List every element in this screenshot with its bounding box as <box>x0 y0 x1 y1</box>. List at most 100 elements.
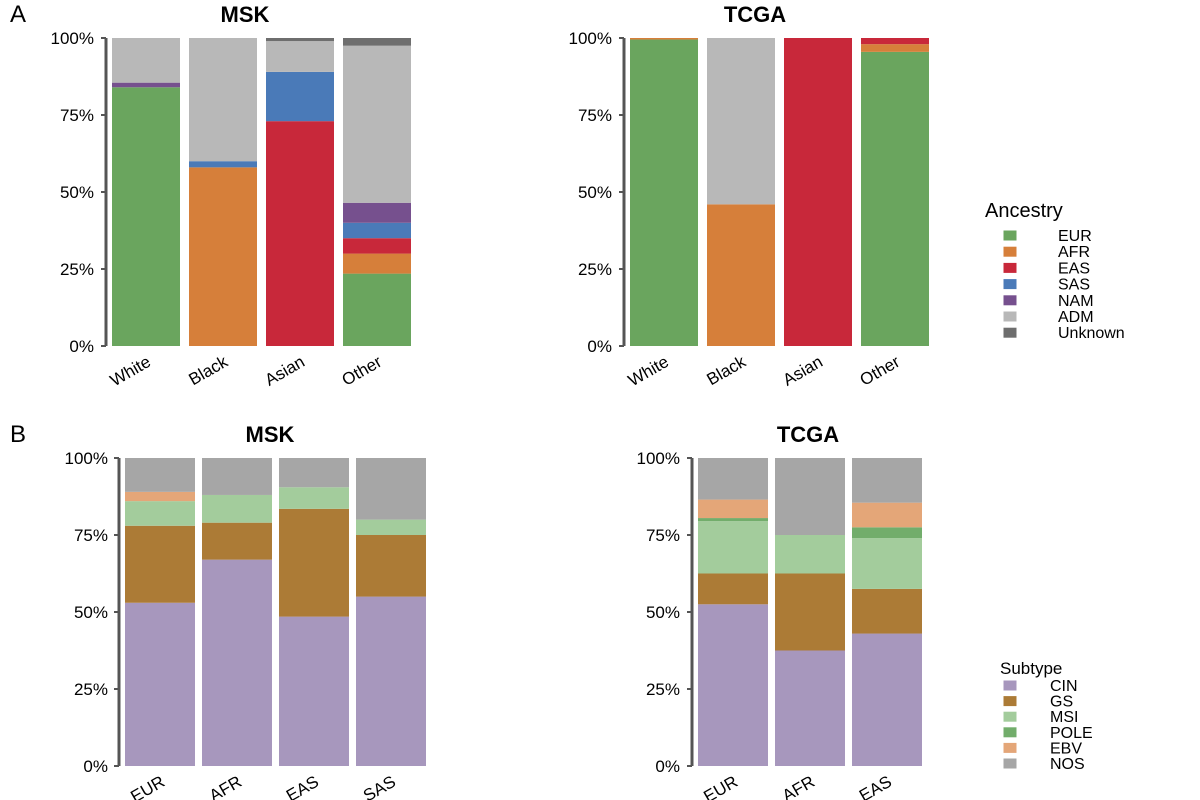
x-tick-label: Other <box>339 352 386 390</box>
y-tick-label: 75% <box>578 106 612 125</box>
y-tick-label: 75% <box>74 526 108 545</box>
y-tick-label: 25% <box>74 680 108 699</box>
bar-segment-black-adm <box>707 38 775 205</box>
bar-segment-eas-gs <box>279 508 349 617</box>
legend-swatch-unknown <box>1002 326 1018 339</box>
legend-swatch-msi <box>1002 710 1018 723</box>
x-tick-label: EUR <box>127 772 168 800</box>
legend-swatch-pole <box>1002 726 1018 739</box>
y-tick-label: 25% <box>60 260 94 279</box>
bar-segment-afr-cin <box>775 650 845 766</box>
bar-segment-eas-nos <box>279 458 349 488</box>
bar-segment-eur-nos <box>125 458 195 492</box>
y-tick-label: 100% <box>51 29 94 48</box>
legend-swatch-ebv <box>1002 741 1018 754</box>
bar-segment-afr-nos <box>775 458 845 535</box>
bar-segment-sas-msi <box>356 519 426 535</box>
bar-segment-eas-msi <box>279 487 349 509</box>
bar-segment-eas-cin <box>852 633 922 766</box>
legend-swatch-nam <box>1002 294 1018 307</box>
bar-segment-white-nam <box>112 82 180 88</box>
legend-label-eas: EAS <box>1058 260 1090 277</box>
bar-segment-sas-nos <box>356 458 426 520</box>
bar-segment-black-adm <box>189 38 257 162</box>
chart-title-tcga-ancestry: TCGA <box>724 2 786 27</box>
bar-segment-eur-gs <box>125 525 195 603</box>
y-tick-label: 25% <box>646 680 680 699</box>
y-tick-label: 50% <box>646 603 680 622</box>
bar-segment-other-adm <box>343 45 411 203</box>
legend-label-nos: NOS <box>1050 756 1085 773</box>
legend-label-nam: NAM <box>1058 293 1094 310</box>
y-tick-label: 100% <box>65 449 108 468</box>
y-tick-label: 50% <box>578 183 612 202</box>
bar-segment-other-eas <box>861 38 929 45</box>
y-tick-label: 25% <box>578 260 612 279</box>
legend-swatch-sas <box>1002 278 1018 291</box>
bar-segment-sas-cin <box>356 596 426 766</box>
chart-title-msk-ancestry: MSK <box>221 2 270 27</box>
legend-swatch-cin <box>1002 679 1018 692</box>
x-tick-label: AFR <box>206 772 245 800</box>
bar-segment-sas-gs <box>356 535 426 597</box>
y-tick-label: 75% <box>646 526 680 545</box>
bar-segment-afr-cin <box>202 559 272 766</box>
legend-label-cin: CIN <box>1050 678 1078 695</box>
chart-title-tcga-subtype: TCGA <box>777 422 839 447</box>
bar-segment-white-afr <box>630 38 698 40</box>
y-tick-label: 0% <box>587 337 612 356</box>
panel-letter-b: B <box>10 421 26 448</box>
bar-segment-eur-pole <box>698 518 768 522</box>
legend-label-afr: AFR <box>1058 244 1090 261</box>
x-tick-label: Asian <box>780 352 826 390</box>
bar-segment-other-unknown <box>343 38 411 46</box>
bar-segment-other-sas <box>343 222 411 239</box>
bar-segment-white-eur <box>630 39 698 346</box>
legend-label-adm: ADM <box>1058 309 1094 326</box>
bar-segment-eas-cin <box>279 616 349 766</box>
x-tick-label: Other <box>857 352 904 390</box>
legend-title-subtype: Subtype <box>1000 659 1062 678</box>
x-tick-label: White <box>107 352 154 390</box>
x-tick-label: EUR <box>700 772 741 800</box>
legend-label-msi: MSI <box>1050 709 1078 726</box>
bar-segment-eur-msi <box>698 521 768 574</box>
bar-segment-asian-eas <box>266 121 334 346</box>
bar-segment-afr-gs <box>775 573 845 651</box>
bar-segment-asian-adm <box>266 41 334 72</box>
bar-segment-white-adm <box>112 38 180 83</box>
chart-title-msk-subtype: MSK <box>246 422 295 447</box>
x-tick-label: SAS <box>360 772 399 800</box>
y-tick-label: 100% <box>637 449 680 468</box>
x-tick-label: Asian <box>262 352 308 390</box>
bar-segment-asian-unknown <box>266 38 334 42</box>
y-tick-label: 0% <box>655 757 680 776</box>
bar-segment-afr-nos <box>202 458 272 495</box>
bar-segment-eur-nos <box>698 458 768 500</box>
bar-segment-afr-gs <box>202 522 272 560</box>
bar-segment-eur-gs <box>698 573 768 605</box>
legend-swatch-afr <box>1002 245 1018 258</box>
bar-segment-afr-msi <box>202 494 272 523</box>
bar-segment-other-afr <box>861 44 929 52</box>
legend-swatch-eur <box>1002 229 1018 242</box>
bar-segment-other-eur <box>343 273 411 346</box>
x-tick-label: White <box>625 352 672 390</box>
bar-segment-eur-cin <box>698 604 768 766</box>
legend-label-unknown: Unknown <box>1058 325 1125 342</box>
bar-segment-other-eas <box>343 238 411 254</box>
y-tick-label: 50% <box>74 603 108 622</box>
chart-msk-subtype: EUR AFR EAS SAS 0% 25% 50% 75% 100% <box>65 449 426 800</box>
bar-segment-asian-eas <box>784 38 852 346</box>
bar-segment-asian-sas <box>266 71 334 122</box>
legend-title-ancestry: Ancestry <box>985 200 1063 222</box>
legend-label-eur: EUR <box>1058 228 1092 245</box>
bar-segment-white-eur <box>112 87 180 346</box>
chart-tcga-ancestry: White Black Asian Other 0% 25% 50% 75% 100% <box>569 29 929 390</box>
bar-segment-eas-nos <box>852 458 922 503</box>
bar-segment-eas-pole <box>852 527 922 539</box>
y-tick-label: 100% <box>569 29 612 48</box>
bar-segment-eur-ebv <box>125 491 195 502</box>
